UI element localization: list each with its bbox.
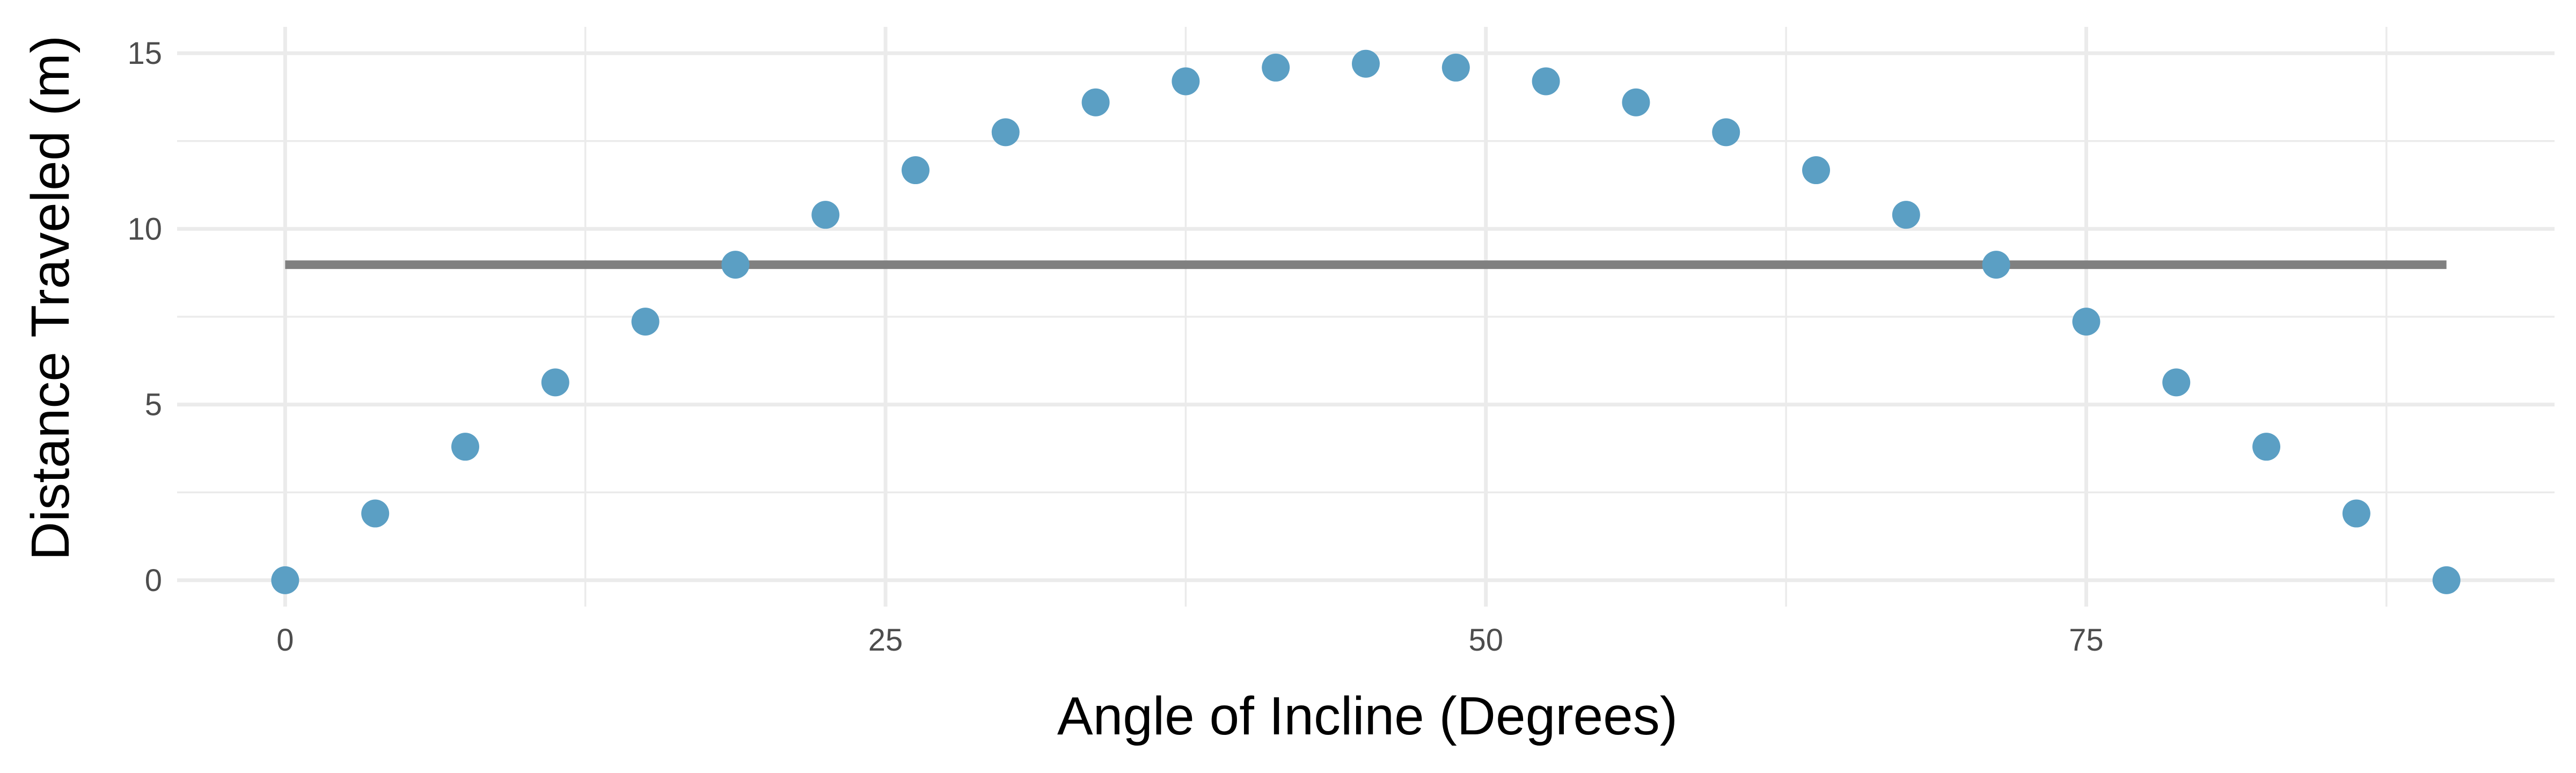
data-point [1712, 118, 1740, 147]
data-point [271, 566, 299, 594]
y-tick-label: 10 [127, 212, 162, 246]
x-tick-label: 50 [1468, 623, 1503, 658]
x-tick-label: 0 [276, 623, 294, 658]
data-point [2432, 566, 2461, 594]
data-point [1081, 88, 1110, 116]
x-tick-label: 75 [2069, 623, 2104, 658]
data-point [721, 251, 750, 279]
data-point [1172, 67, 1200, 96]
data-point [2252, 433, 2281, 461]
data-point [811, 201, 840, 229]
y-tick-label: 15 [127, 36, 162, 71]
y-axis-ticks: 0 5 10 15 [127, 36, 162, 598]
data-point [1802, 156, 1831, 185]
data-points [271, 49, 2461, 594]
data-point [1892, 201, 1920, 229]
data-point [991, 118, 1020, 147]
data-point [1982, 251, 2010, 279]
data-point [1532, 67, 1560, 96]
data-point [541, 368, 569, 397]
data-point [451, 433, 479, 461]
data-point [901, 156, 930, 185]
data-point [1262, 53, 1290, 82]
y-tick-label: 5 [145, 388, 162, 422]
x-axis-ticks: 0 25 50 75 [276, 623, 2103, 658]
grid [177, 27, 2555, 607]
data-point [1352, 49, 1380, 78]
x-tick-label: 25 [868, 623, 903, 658]
data-point [631, 308, 660, 336]
y-axis-title: Distance Traveled (m) [20, 35, 80, 560]
data-point [2162, 368, 2191, 397]
y-tick-label: 0 [145, 563, 162, 598]
x-axis-title: Angle of Incline (Degrees) [1057, 686, 1678, 746]
data-point [361, 499, 390, 528]
data-point [2072, 308, 2101, 336]
data-point [1441, 53, 1470, 82]
data-point [1622, 88, 1650, 116]
data-point [2342, 499, 2370, 528]
